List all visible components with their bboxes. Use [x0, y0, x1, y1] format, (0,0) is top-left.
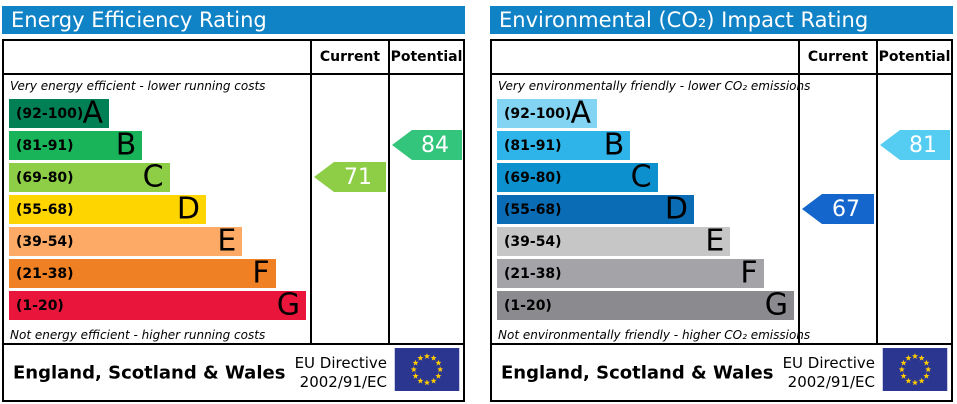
- panel-title: Energy Efficiency Rating: [2, 6, 465, 34]
- caption-top: Very environmentally friendly - lower CO…: [498, 79, 811, 93]
- band-range-label: (69-80): [504, 169, 562, 186]
- eu-flag-icon: [882, 348, 948, 391]
- column-header-row: Current Potential: [4, 41, 463, 75]
- potential-column-header: Potential: [390, 49, 463, 65]
- region-label: England, Scotland & Wales: [501, 362, 774, 383]
- energy-efficiency-panel: Energy Efficiency Rating Current Potenti…: [2, 6, 465, 402]
- region-label: England, Scotland & Wales: [13, 362, 286, 383]
- eu-directive-line2: 2002/91/EC: [787, 372, 875, 391]
- potential-rating-arrow: 84: [392, 130, 462, 160]
- band-range-label: (55-68): [504, 201, 562, 218]
- band-range-label: (39-54): [504, 233, 562, 250]
- column-divider: [876, 41, 878, 345]
- band-range-label: (81-91): [504, 137, 562, 154]
- footer-row: England, Scotland & Wales EU Directive 2…: [4, 343, 463, 400]
- band-letter: A: [82, 95, 103, 131]
- band-letter: D: [176, 191, 200, 227]
- band-range-label: (92-100): [504, 105, 572, 122]
- rating-scale: (92-100) A (81-91) B (69-80) C (55-68) D (39-54)…: [9, 95, 312, 323]
- band-range-label: (55-68): [16, 201, 74, 218]
- caption-bottom: Not energy efficient - higher running co…: [10, 328, 266, 342]
- band-letter: C: [630, 159, 652, 195]
- band-g: (1-20) G: [497, 287, 794, 323]
- band-a: (92-100) A: [497, 95, 597, 131]
- caption-top: Very energy efficient - lower running co…: [10, 79, 266, 93]
- band-g: (1-20) G: [9, 287, 306, 323]
- band-a: (92-100) A: [9, 95, 109, 131]
- band-d: (55-68) D: [9, 191, 206, 227]
- band-range-label: (69-80): [16, 169, 74, 186]
- band-f: (21-38) F: [497, 255, 764, 291]
- potential-rating-arrow: 81: [880, 130, 950, 160]
- band-letter: B: [603, 127, 625, 163]
- band-range-label: (21-38): [504, 265, 562, 282]
- band-c: (69-80) C: [497, 159, 658, 195]
- band-letter: G: [276, 287, 300, 323]
- band-range-label: (21-38): [16, 265, 74, 282]
- eu-flag-icon: [394, 348, 460, 391]
- caption-bottom: Not environmentally friendly - higher CO…: [498, 328, 811, 342]
- rating-table: Current Potential Very energy efficient …: [2, 39, 465, 402]
- band-c: (69-80) C: [9, 159, 170, 195]
- band-letter: E: [705, 223, 725, 259]
- rating-table: Current Potential Very environmentally f…: [490, 39, 953, 402]
- rating-scale: (92-100) A (81-91) B (69-80) C (55-68) D (39-54)…: [497, 95, 800, 323]
- eu-directive-line2: 2002/91/EC: [299, 372, 387, 391]
- current-rating-arrow: 71: [314, 162, 386, 192]
- column-divider: [798, 41, 800, 345]
- band-f: (21-38) F: [9, 255, 276, 291]
- band-letter: D: [664, 191, 688, 227]
- current-rating-arrow: 67: [802, 194, 874, 224]
- band-letter: A: [570, 95, 591, 131]
- band-letter: C: [142, 159, 164, 195]
- footer-row: England, Scotland & Wales EU Directive 2…: [492, 343, 951, 400]
- environmental-impact-panel: Environmental (CO₂) Impact Rating Curren…: [490, 6, 953, 402]
- band-letter: F: [252, 255, 270, 291]
- current-column-header: Current: [319, 49, 381, 65]
- band-b: (81-91) B: [497, 127, 631, 163]
- potential-column-header: Potential: [878, 49, 951, 65]
- band-d: (55-68) D: [497, 191, 694, 227]
- band-letter: B: [115, 127, 137, 163]
- eu-directive-line1: EU Directive: [294, 353, 387, 372]
- band-letter: E: [217, 223, 237, 259]
- band-range-label: (1-20): [504, 297, 552, 314]
- current-column-header: Current: [807, 49, 869, 65]
- band-range-label: (39-54): [16, 233, 74, 250]
- eu-directive-label: EU Directive 2002/91/EC: [295, 354, 387, 392]
- band-range-label: (92-100): [16, 105, 84, 122]
- eu-directive-label: EU Directive 2002/91/EC: [783, 354, 875, 392]
- band-range-label: (1-20): [16, 297, 64, 314]
- band-letter: G: [764, 287, 788, 323]
- panel-title: Environmental (CO₂) Impact Rating: [490, 6, 953, 34]
- eu-directive-line1: EU Directive: [782, 353, 875, 372]
- band-e: (39-54) E: [497, 223, 731, 259]
- band-range-label: (81-91): [16, 137, 74, 154]
- band-letter: F: [740, 255, 758, 291]
- column-divider: [388, 41, 390, 345]
- band-b: (81-91) B: [9, 127, 143, 163]
- band-e: (39-54) E: [9, 223, 243, 259]
- column-header-row: Current Potential: [492, 41, 951, 75]
- column-divider: [310, 41, 312, 345]
